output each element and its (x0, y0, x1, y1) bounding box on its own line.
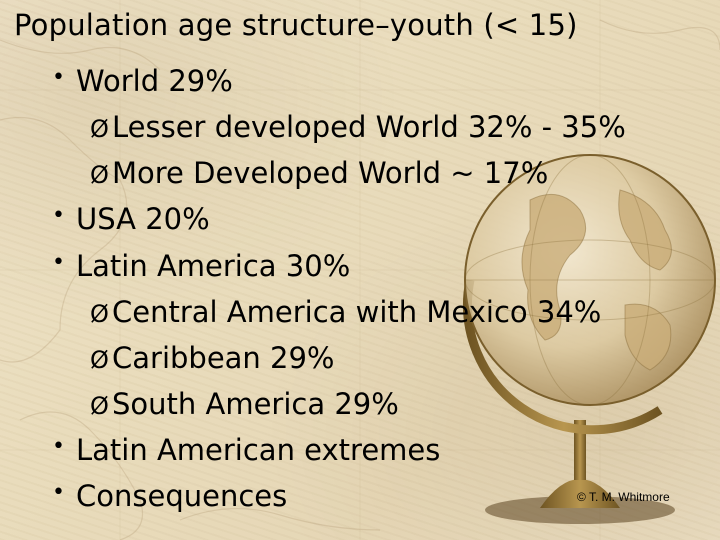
list-item-text: Latin America 30% (76, 249, 351, 283)
arrow-bullet-icon: Ø (90, 115, 109, 143)
sub-list-item-text: Caribbean 29% (112, 341, 335, 375)
sub-list-item: Ø More Developed World ~ 17% (90, 156, 548, 190)
sub-list-item: Ø Caribbean 29% (90, 341, 334, 375)
arrow-bullet-icon: Ø (90, 392, 109, 420)
arrow-bullet-icon: Ø (90, 161, 109, 189)
list-item-text: Consequences (76, 479, 288, 513)
list-item: • Latin America 30% (52, 249, 350, 283)
globe-icon (463, 154, 716, 524)
list-item: • World 29% (52, 64, 233, 98)
bullet-marker: • (52, 480, 65, 505)
sub-list-item-text: Lesser developed World 32% - 35% (112, 110, 626, 144)
sub-list-item: Ø Lesser developed World 32% - 35% (90, 110, 626, 144)
bullet-marker: • (52, 250, 65, 275)
sub-list-item: Ø Central America with Mexico 34% (90, 295, 601, 329)
list-item: • Latin American extremes (52, 433, 440, 467)
list-item-text: World 29% (76, 64, 233, 98)
sub-list-item-text: South America 29% (112, 387, 399, 421)
list-item: • USA 20% (52, 202, 210, 236)
bullet-marker: • (52, 65, 65, 90)
sub-list-item-text: More Developed World ~ 17% (112, 156, 549, 190)
list-item: • Consequences (52, 479, 287, 513)
list-item-text: USA 20% (76, 202, 210, 236)
slide-title: Population age structure–youth (< 15) (14, 8, 578, 42)
arrow-bullet-icon: Ø (90, 300, 109, 328)
copyright-notice: © T. M. Whitmore (577, 490, 670, 504)
arrow-bullet-icon: Ø (90, 346, 109, 374)
bullet-marker: • (52, 203, 65, 228)
list-item-text: Latin American extremes (76, 433, 441, 467)
bullet-marker: • (52, 434, 65, 459)
sub-list-item-text: Central America with Mexico 34% (112, 295, 602, 329)
sub-list-item: Ø South America 29% (90, 387, 399, 421)
